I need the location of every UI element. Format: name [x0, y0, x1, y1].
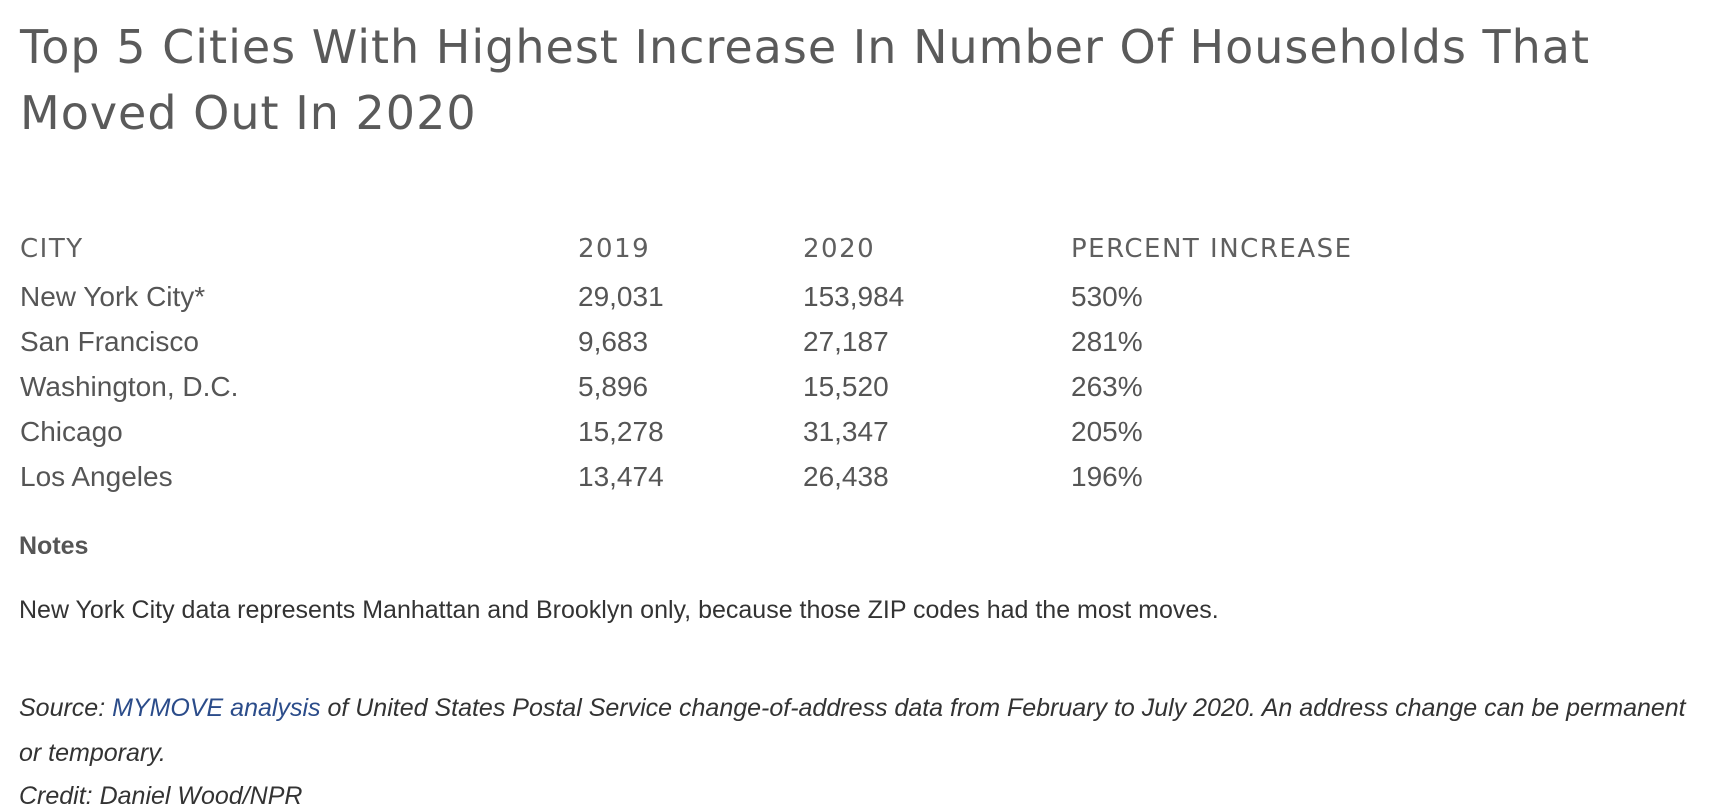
notes-label: Notes	[19, 532, 89, 560]
source-suffix: of United States Postal Service change-o…	[19, 694, 1686, 767]
cell-2019: 29,031	[578, 280, 664, 312]
cell-2019: 15,278	[578, 415, 664, 447]
cell-2020: 31,347	[803, 415, 889, 447]
cell-percent: 530%	[1071, 280, 1143, 312]
cell-2019: 13,474	[578, 460, 664, 492]
table-row: New York City* 29,031 153,984 530%	[20, 274, 1371, 319]
table-row: Los Angeles 13,474 26,438 196%	[20, 454, 1371, 499]
cell-city: Washington, D.C.	[20, 370, 239, 402]
page-title: Top 5 Cities With Highest Increase In Nu…	[20, 20, 1591, 140]
header-2019: 2019	[578, 234, 651, 264]
table-row: Chicago 15,278 31,347 205%	[20, 409, 1371, 454]
cell-city: Chicago	[20, 415, 123, 447]
table-header-row: CITY 2019 2020 PERCENT INCREASE	[20, 224, 1371, 274]
table-row: Washington, D.C. 5,896 15,520 263%	[20, 364, 1371, 409]
cell-2020: 153,984	[803, 280, 905, 312]
header-city: CITY	[20, 234, 84, 264]
cell-percent: 205%	[1071, 415, 1143, 447]
cell-city: San Francisco	[20, 325, 199, 357]
table-row: San Francisco 9,683 27,187 281%	[20, 319, 1371, 364]
header-percent-increase: PERCENT INCREASE	[1071, 234, 1353, 264]
credit-line: Credit: Daniel Wood/NPR	[19, 782, 303, 810]
cell-2020: 27,187	[803, 325, 889, 357]
notes-text: New York City data represents Manhattan …	[19, 596, 1219, 624]
cell-2020: 26,438	[803, 460, 889, 492]
data-table: CITY 2019 2020 PERCENT INCREASE New York…	[20, 224, 1371, 499]
source-prefix: Source:	[19, 694, 113, 722]
cell-city: Los Angeles	[20, 460, 173, 492]
cell-percent: 196%	[1071, 460, 1143, 492]
source-note: Source: MYMOVE analysis of United States…	[19, 686, 1709, 776]
cell-percent: 281%	[1071, 325, 1143, 357]
cell-2020: 15,520	[803, 370, 889, 402]
cell-2019: 5,896	[578, 370, 649, 402]
cell-percent: 263%	[1071, 370, 1143, 402]
page: Top 5 Cities With Highest Increase In Nu…	[19, 14, 1710, 810]
header-2020: 2020	[803, 234, 876, 264]
source-link[interactable]: MYMOVE analysis	[112, 694, 321, 722]
cell-city: New York City*	[20, 280, 206, 312]
cell-2019: 9,683	[578, 325, 649, 357]
